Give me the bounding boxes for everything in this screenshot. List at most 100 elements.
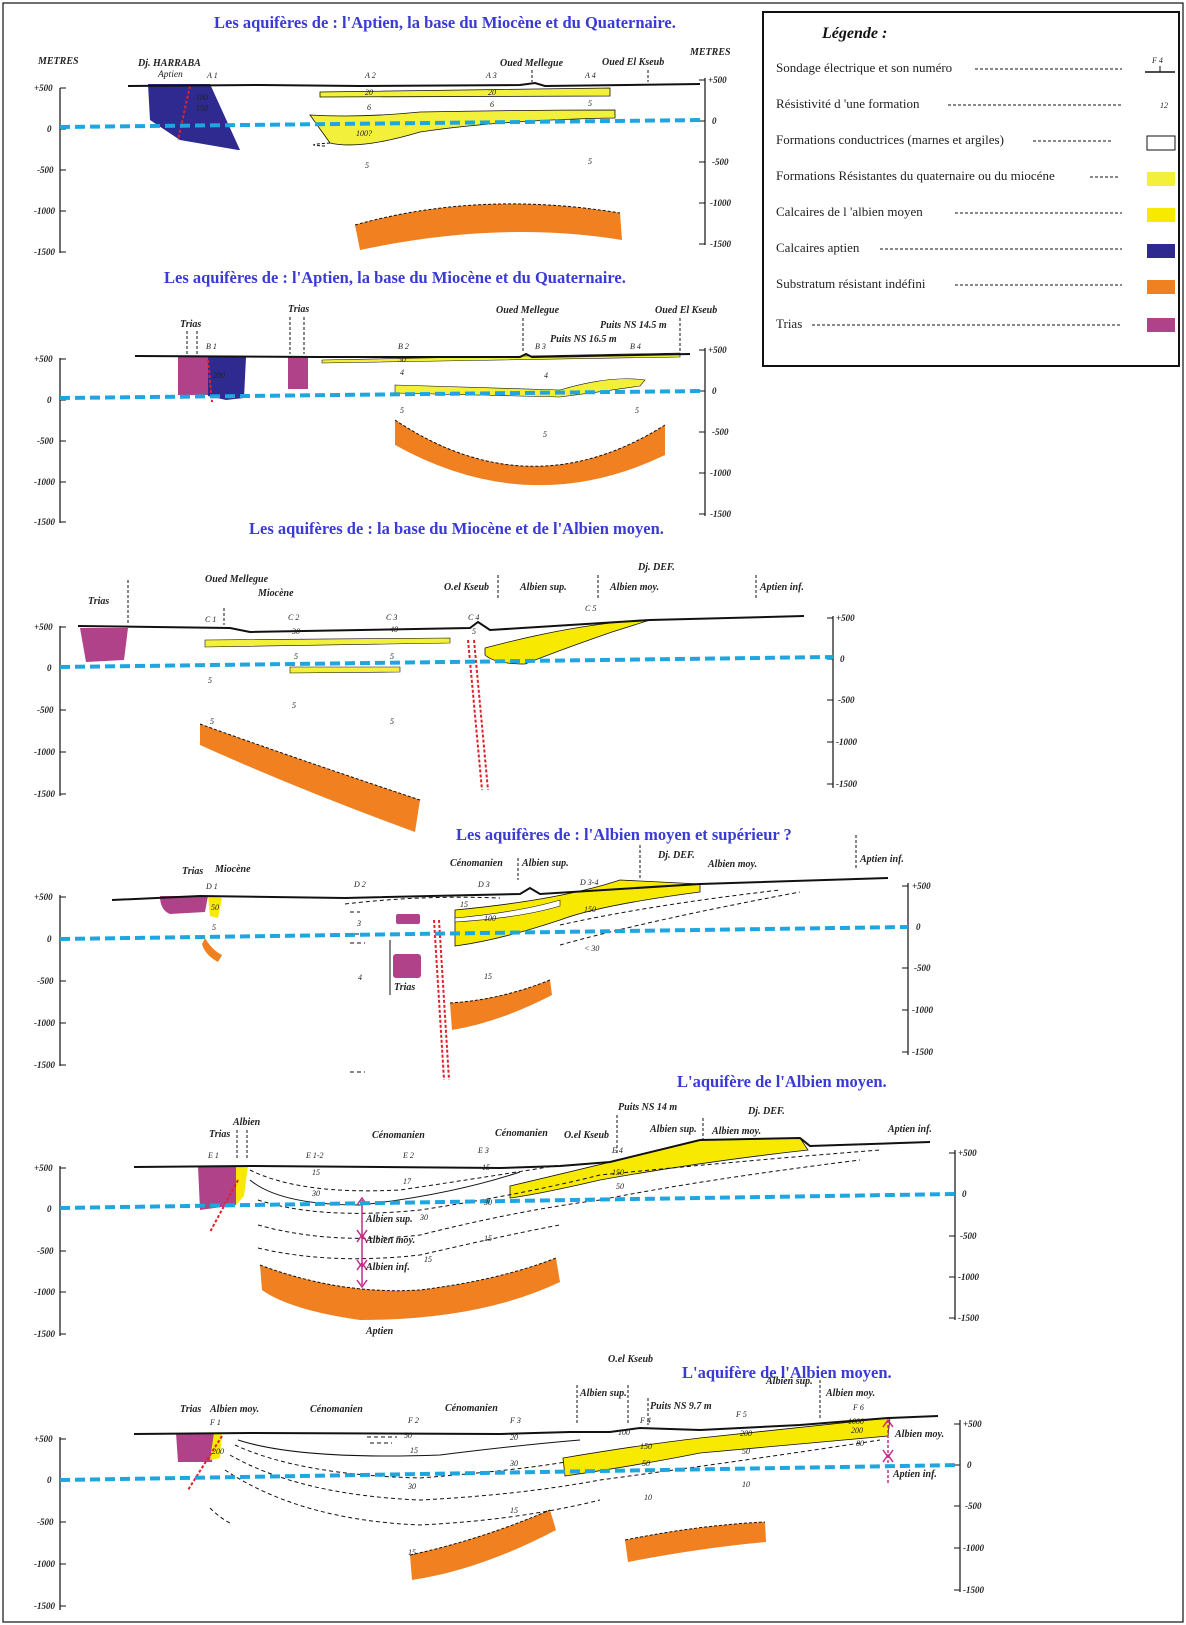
resistivity: 5 bbox=[390, 652, 394, 661]
substratum bbox=[450, 980, 552, 1030]
interval-label: Albien inf. bbox=[365, 1262, 410, 1273]
tick-label: -500 bbox=[960, 1231, 977, 1241]
tick-label: -500 bbox=[37, 705, 54, 715]
station: F 2 bbox=[407, 1416, 419, 1425]
legend-item-resistant-quaternary: Formations Résistantes du quaternaire ou… bbox=[776, 168, 1175, 186]
tick-label: -1000 bbox=[963, 1543, 984, 1553]
tick-label: 0 bbox=[962, 1189, 967, 1199]
miocene-layer bbox=[309, 109, 616, 146]
legend-item-albian-limestone: Calcaires de l 'albien moyen bbox=[776, 204, 1175, 222]
formation-label: Cénomanien bbox=[310, 1404, 363, 1415]
tick-label: -1000 bbox=[912, 1005, 933, 1015]
legend-symbol: F 4 bbox=[1151, 56, 1163, 65]
tick-label: -1000 bbox=[34, 1559, 55, 1569]
interval-label: Albien sup. bbox=[365, 1214, 413, 1225]
tick-label: 0 bbox=[47, 663, 52, 673]
resistivity: 50 bbox=[404, 1431, 412, 1440]
trias-body bbox=[80, 628, 128, 662]
tick-label: +500 bbox=[34, 892, 53, 902]
axis-left: +500 0 -500 -1000 -1500 bbox=[34, 892, 66, 1070]
tick-label: -1500 bbox=[34, 1329, 55, 1339]
resistivity: 5 bbox=[472, 627, 476, 636]
formation-label: Cénomanien bbox=[372, 1130, 425, 1141]
section-title: L'aquifère de l'Albien moyen. bbox=[677, 1072, 887, 1091]
water-table bbox=[59, 118, 706, 129]
tick-label: -1000 bbox=[34, 477, 55, 487]
formation-label: Miocène bbox=[257, 588, 294, 599]
axis-left: +500 0 -500 -1000 -1500 bbox=[34, 622, 66, 799]
tick-label: -1500 bbox=[34, 1060, 55, 1070]
section-title: L'aquifère de l'Albien moyen. bbox=[682, 1363, 892, 1382]
resistivity: 5 bbox=[292, 701, 296, 710]
legend-item-aptian-limestone: Calcaires aptien bbox=[776, 240, 1175, 258]
trias-body bbox=[198, 1166, 236, 1210]
station: E 1-2 bbox=[305, 1151, 324, 1160]
resistivity: 50 bbox=[642, 1459, 650, 1468]
formation-label: Albien moy. bbox=[707, 859, 757, 870]
formation-label: Albien moy. bbox=[894, 1429, 944, 1440]
tick-label: 0 bbox=[47, 124, 52, 134]
resistivity: 4 bbox=[400, 368, 404, 377]
resistivity: 15 bbox=[484, 1234, 492, 1243]
tick-label: -1500 bbox=[34, 1601, 55, 1611]
section-title: Les aquifères de : l'Albien moyen et sup… bbox=[456, 825, 792, 844]
tick-label: +500 bbox=[34, 622, 53, 632]
legend-item-trias: Trias bbox=[776, 316, 1175, 332]
tick-label: -500 bbox=[712, 427, 729, 437]
station: D 2 bbox=[353, 880, 366, 889]
tick-label: -1000 bbox=[34, 747, 55, 757]
legend-item-conductive: Formations conductrices (marnes et argil… bbox=[776, 132, 1176, 151]
resistivity: 5 bbox=[390, 717, 394, 726]
water-table bbox=[59, 389, 706, 400]
resistivity: 30 bbox=[509, 1459, 518, 1468]
resistivity: 80 bbox=[856, 1439, 864, 1448]
substratum bbox=[355, 203, 622, 250]
tick-label: 0 bbox=[967, 1460, 972, 1470]
formation-label: Albien moy. bbox=[209, 1404, 259, 1415]
tick-label: +500 bbox=[963, 1419, 982, 1429]
trias-body bbox=[288, 357, 308, 389]
resistivity: 1000 bbox=[848, 1417, 864, 1426]
resistivity: 15 bbox=[510, 1506, 518, 1515]
station: D 3 bbox=[477, 880, 490, 889]
resistivity: 5 bbox=[588, 99, 592, 108]
resistivity: 50 bbox=[616, 1182, 624, 1191]
tick-label: -500 bbox=[37, 1246, 54, 1256]
miocene-layer bbox=[394, 378, 646, 398]
station: E 3 bbox=[477, 1146, 489, 1155]
tick-label: 0 bbox=[712, 116, 717, 126]
legend-item-substratum: Substratum résistant indéfini bbox=[776, 276, 1175, 294]
resistivity: 20 bbox=[488, 88, 496, 97]
tick-label: -1000 bbox=[710, 198, 731, 208]
river-label: O.el Kseub bbox=[608, 1354, 653, 1365]
resistivity: 40 bbox=[390, 625, 398, 634]
tick-label: -500 bbox=[914, 963, 931, 973]
resistivity: 5 bbox=[208, 676, 212, 685]
axis-left: +500 0 -500 -1000 -1500 bbox=[34, 1434, 66, 1611]
formation-label: Cénomanien bbox=[445, 1403, 498, 1414]
resistivity: < 30 bbox=[584, 944, 599, 953]
water-table bbox=[59, 1192, 956, 1210]
section-a: Les aquifères de : l'Aptien, la base du … bbox=[34, 13, 731, 257]
tick-label: -1000 bbox=[34, 1018, 55, 1028]
resistivity: 15 bbox=[484, 972, 492, 981]
resistivity: 15 bbox=[410, 1446, 418, 1455]
axis-right: +500 0 -500 -1000 -1500 bbox=[699, 345, 731, 519]
axis-left: +500 0 -500 -1000 -1500 bbox=[34, 83, 66, 257]
trias-body bbox=[178, 357, 208, 395]
tick-label: -500 bbox=[37, 436, 54, 446]
station: A 3 bbox=[485, 71, 497, 80]
resistivity: 15 bbox=[408, 1548, 416, 1557]
tick-label: -1500 bbox=[836, 779, 857, 789]
resistivity: 100 bbox=[484, 914, 496, 923]
formation-label: Trias bbox=[288, 304, 309, 315]
formation-label: Aptien inf. bbox=[892, 1469, 937, 1480]
tick-label: -1000 bbox=[34, 206, 55, 216]
topography bbox=[133, 1415, 939, 1436]
legend-label: Formations Résistantes du quaternaire ou… bbox=[776, 168, 1055, 183]
formation-label: Albien bbox=[232, 1117, 261, 1128]
resistivity: 10 bbox=[644, 1493, 652, 1502]
station: E 4 bbox=[611, 1146, 623, 1155]
resistivity: 17 bbox=[403, 1177, 412, 1186]
